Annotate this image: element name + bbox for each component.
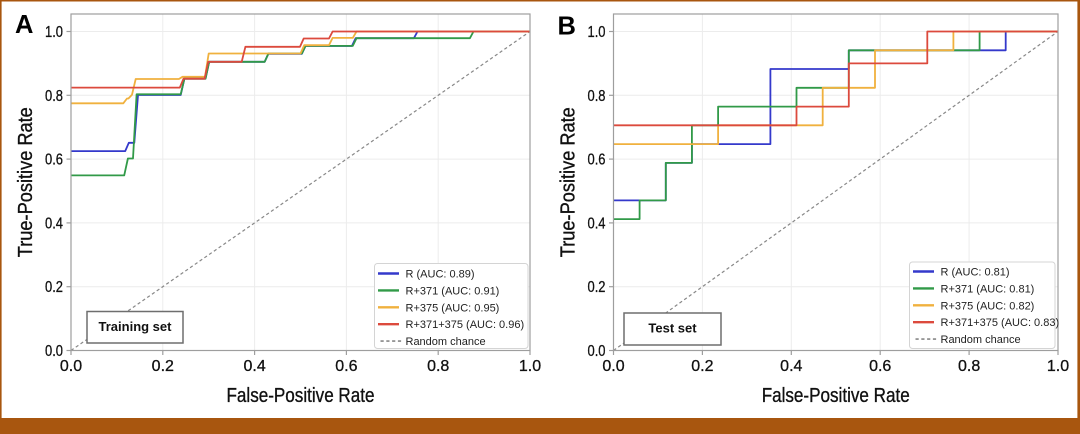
- svg-text:0.8: 0.8: [45, 88, 63, 105]
- svg-text:R+371 (AUC: 0.81): R+371 (AUC: 0.81): [941, 283, 1035, 295]
- svg-text:R (AUC: 0.81): R (AUC: 0.81): [941, 267, 1010, 279]
- svg-text:0.2: 0.2: [691, 358, 713, 375]
- svg-text:Training set: Training set: [99, 319, 173, 334]
- svg-text:0.8: 0.8: [588, 88, 606, 105]
- svg-text:1.0: 1.0: [588, 24, 606, 41]
- svg-text:1.0: 1.0: [519, 358, 541, 375]
- svg-text:0.2: 0.2: [152, 358, 174, 375]
- svg-text:0.6: 0.6: [335, 358, 357, 375]
- svg-text:0.0: 0.0: [60, 358, 82, 375]
- svg-text:True-Positive Rate: True-Positive Rate: [15, 107, 37, 257]
- svg-text:0.2: 0.2: [45, 279, 63, 296]
- svg-text:0.4: 0.4: [780, 358, 802, 375]
- svg-text:Random chance: Random chance: [406, 336, 486, 348]
- svg-text:Test set: Test set: [648, 321, 697, 336]
- svg-text:0.6: 0.6: [45, 152, 63, 169]
- svg-text:R+371 (AUC: 0.91): R+371 (AUC: 0.91): [406, 285, 500, 297]
- svg-text:0.6: 0.6: [588, 152, 606, 169]
- svg-text:0.8: 0.8: [958, 358, 980, 375]
- svg-text:Random chance: Random chance: [941, 334, 1021, 346]
- svg-text:B: B: [558, 13, 576, 41]
- svg-text:False-Positive Rate: False-Positive Rate: [227, 385, 375, 407]
- svg-text:False-Positive Rate: False-Positive Rate: [762, 385, 910, 407]
- svg-text:1.0: 1.0: [1047, 358, 1069, 375]
- svg-text:0.4: 0.4: [243, 358, 265, 375]
- svg-text:R+371+375 (AUC: 0.96): R+371+375 (AUC: 0.96): [406, 319, 525, 331]
- svg-text:0.0: 0.0: [45, 343, 63, 360]
- svg-text:R+375 (AUC: 0.82): R+375 (AUC: 0.82): [941, 300, 1035, 312]
- svg-text:0.2: 0.2: [588, 279, 606, 296]
- svg-text:A: A: [15, 11, 33, 39]
- svg-text:0.8: 0.8: [427, 358, 449, 375]
- svg-text:R+375 (AUC: 0.95): R+375 (AUC: 0.95): [406, 302, 500, 314]
- svg-text:1.0: 1.0: [45, 24, 63, 41]
- svg-text:0.4: 0.4: [588, 215, 606, 232]
- svg-text:0.6: 0.6: [869, 358, 891, 375]
- svg-text:0.4: 0.4: [45, 215, 63, 232]
- svg-text:R+371+375 (AUC: 0.83): R+371+375 (AUC: 0.83): [941, 317, 1060, 329]
- svg-text:0.0: 0.0: [588, 343, 606, 360]
- svg-text:R (AUC: 0.89): R (AUC: 0.89): [406, 269, 475, 281]
- svg-text:True-Positive Rate: True-Positive Rate: [558, 107, 580, 257]
- svg-text:0.0: 0.0: [602, 358, 624, 375]
